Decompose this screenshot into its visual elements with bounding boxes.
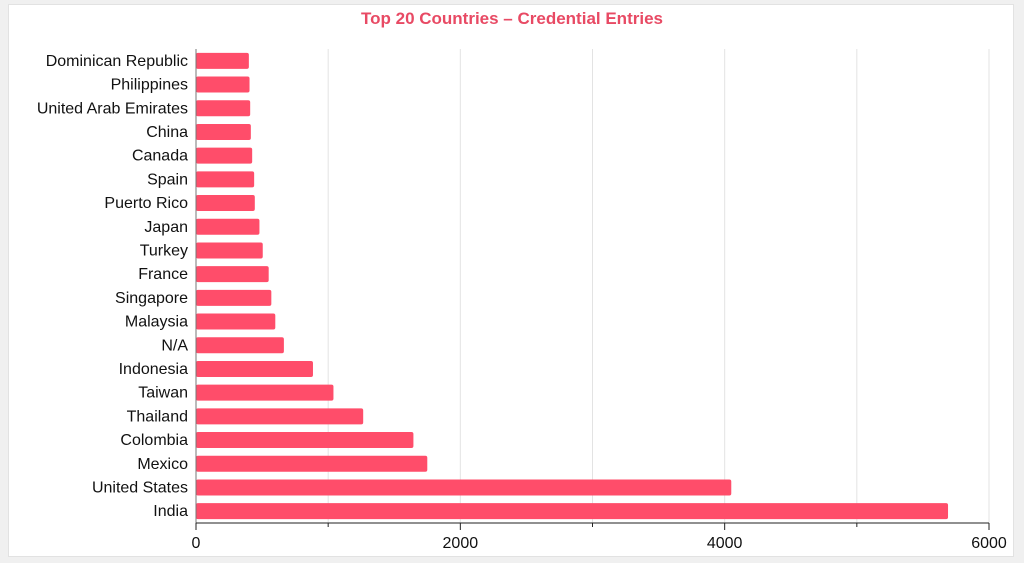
bar [196,100,251,117]
y-tick-label: Philippines [111,77,188,94]
y-tick-label: Mexico [137,456,188,473]
y-tick-label: Dominican Republic [46,53,188,70]
bar [196,432,414,449]
bar [196,337,284,354]
bar [196,171,255,188]
chart-frame: Top 20 Countries – Credential Entries Do… [8,4,1014,557]
chart-title: Top 20 Countries – Credential Entries [361,9,663,28]
bar [196,479,732,496]
y-tick-label: Puerto Rico [104,195,188,212]
bar [196,455,428,472]
bar [196,289,272,306]
bar [196,123,251,140]
bar [196,242,263,259]
y-tick-label: Taiwan [138,385,188,402]
y-tick-label: Turkey [140,242,188,259]
x-tick-label: 4000 [707,535,743,552]
y-tick-label: Spain [147,171,188,188]
y-tick-label: United Arab Emirates [37,100,188,117]
bar [196,266,269,283]
y-tick-label: Colombia [120,432,188,449]
bar [196,503,949,520]
y-tick-label: N/A [161,337,188,354]
bar [196,218,260,235]
bar [196,360,313,377]
bar [196,313,276,330]
bar [196,195,255,212]
y-tick-label: Malaysia [125,314,188,331]
y-tick-label: France [138,266,188,283]
bar [196,384,334,401]
y-tick-label: Indonesia [119,361,188,378]
y-tick-label: Singapore [115,290,188,307]
bar [196,408,364,425]
y-tick-label: China [146,124,188,141]
bar [196,147,253,164]
y-tick-label: Japan [144,219,188,236]
bar [196,52,249,69]
bar-chart: Dominican Republic Philippines United Arab… [37,49,1007,552]
x-tick-label: 0 [192,535,201,552]
y-tick-label: India [153,503,188,520]
x-tick-label: 6000 [971,535,1007,552]
y-tick-label: Thailand [127,408,188,425]
bar [196,76,250,93]
x-tick-label: 2000 [443,535,479,552]
y-tick-label: United States [92,479,188,496]
y-tick-label: Canada [132,148,188,165]
